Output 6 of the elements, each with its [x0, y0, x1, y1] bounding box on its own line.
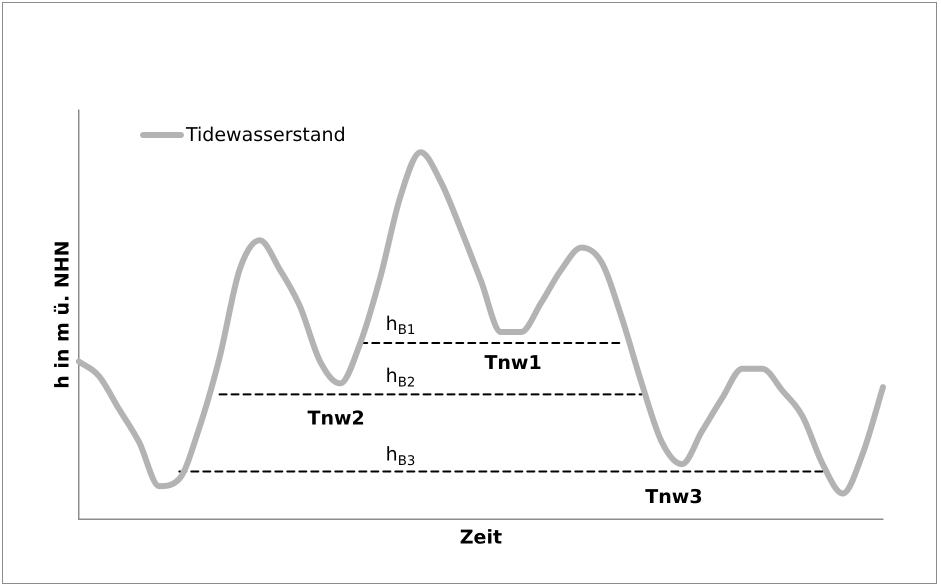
x-axis-title: Zeit: [460, 526, 502, 549]
y-axis-title: h in m ü. NHN: [51, 240, 74, 389]
annotation: Tnw1: [484, 352, 542, 374]
legend-label: Tidewasserstand: [186, 124, 346, 146]
annotation: Tnw2: [308, 407, 365, 430]
annotation: Tnw3: [645, 486, 703, 508]
